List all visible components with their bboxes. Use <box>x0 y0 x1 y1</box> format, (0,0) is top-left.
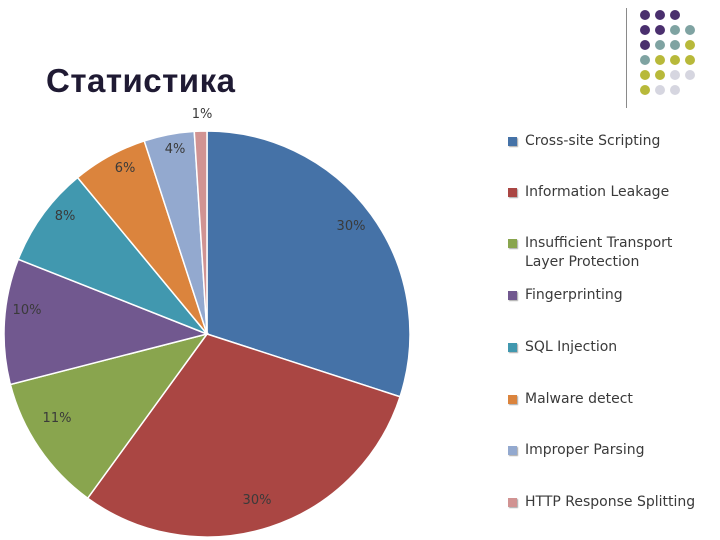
decorative-dot <box>685 55 695 65</box>
legend-label: Improper Parsing <box>525 442 645 458</box>
legend-item: Insufficient Transport Layer Protection <box>508 234 705 272</box>
legend-swatch <box>508 446 517 455</box>
slice-percent-label: 10% <box>13 303 42 318</box>
pie-slice <box>9 332 209 500</box>
decorative-dot <box>655 55 665 65</box>
decorative-dot <box>640 40 650 50</box>
slice-percent-label: 8% <box>55 209 76 224</box>
decorative-dot <box>670 70 680 80</box>
legend-label: Malware detect <box>525 391 633 407</box>
decorative-dot <box>655 85 665 95</box>
legend-item: Improper Parsing <box>508 441 705 460</box>
decorative-dot-grid <box>640 10 720 110</box>
legend-label: Insufficient Transport Layer Protection <box>525 235 673 270</box>
legend-item: Fingerprinting <box>508 286 705 305</box>
decorative-dot <box>685 70 695 80</box>
slide-title: Статистика <box>46 62 236 99</box>
legend-swatch <box>508 137 517 146</box>
decorative-dot <box>685 40 695 50</box>
decorative-dot <box>670 40 680 50</box>
decorative-dot <box>640 70 650 80</box>
legend-label: Fingerprinting <box>525 287 623 303</box>
legend-item: Information Leakage <box>508 183 705 202</box>
decorative-dot <box>670 85 680 95</box>
decorative-dot <box>685 25 695 35</box>
decorative-dot <box>640 85 650 95</box>
slice-percent-label: 30% <box>337 219 366 234</box>
slice-percent-label: 1% <box>192 107 213 122</box>
decorative-dot <box>670 10 680 20</box>
legend-swatch <box>508 343 517 352</box>
legend-swatch <box>508 291 517 300</box>
pie-chart: 30% 30% 11% 10% 8% 6% 4% 1% <box>3 107 411 538</box>
decorative-dot <box>655 40 665 50</box>
slice-percent-label: 4% <box>165 142 186 157</box>
legend-swatch <box>508 395 517 404</box>
legend-label: SQL Injection <box>525 339 618 355</box>
decorative-divider <box>626 8 627 108</box>
slice-percent-label: 6% <box>115 161 136 176</box>
decorative-dot <box>655 70 665 80</box>
decorative-dot <box>670 55 680 65</box>
legend-label: Cross-site Scripting <box>525 133 661 149</box>
legend-swatch <box>508 239 517 248</box>
legend-item: Malware detect <box>508 390 705 409</box>
legend-label: HTTP Response Splitting <box>525 494 696 510</box>
pie-slice <box>3 258 210 386</box>
decorative-dot <box>640 55 650 65</box>
legend-label: Information Leakage <box>525 184 670 200</box>
legend-item: HTTP Response Splitting <box>508 493 705 512</box>
legend-swatch <box>508 498 517 507</box>
slice-percent-label: 11% <box>43 411 72 426</box>
pie-slice <box>86 333 402 538</box>
legend-item: Cross-site Scripting <box>508 132 705 151</box>
decorative-dot <box>670 25 680 35</box>
legend-swatch <box>508 188 517 197</box>
pie-slice <box>206 130 411 398</box>
slice-percent-label: 30% <box>243 493 272 508</box>
legend-item: SQL Injection <box>508 338 705 357</box>
decorative-dot <box>640 25 650 35</box>
pie-slice <box>17 176 208 335</box>
decorative-dot <box>655 25 665 35</box>
decorative-dot <box>655 10 665 20</box>
decorative-dot <box>640 10 650 20</box>
pie-slice <box>193 130 208 335</box>
